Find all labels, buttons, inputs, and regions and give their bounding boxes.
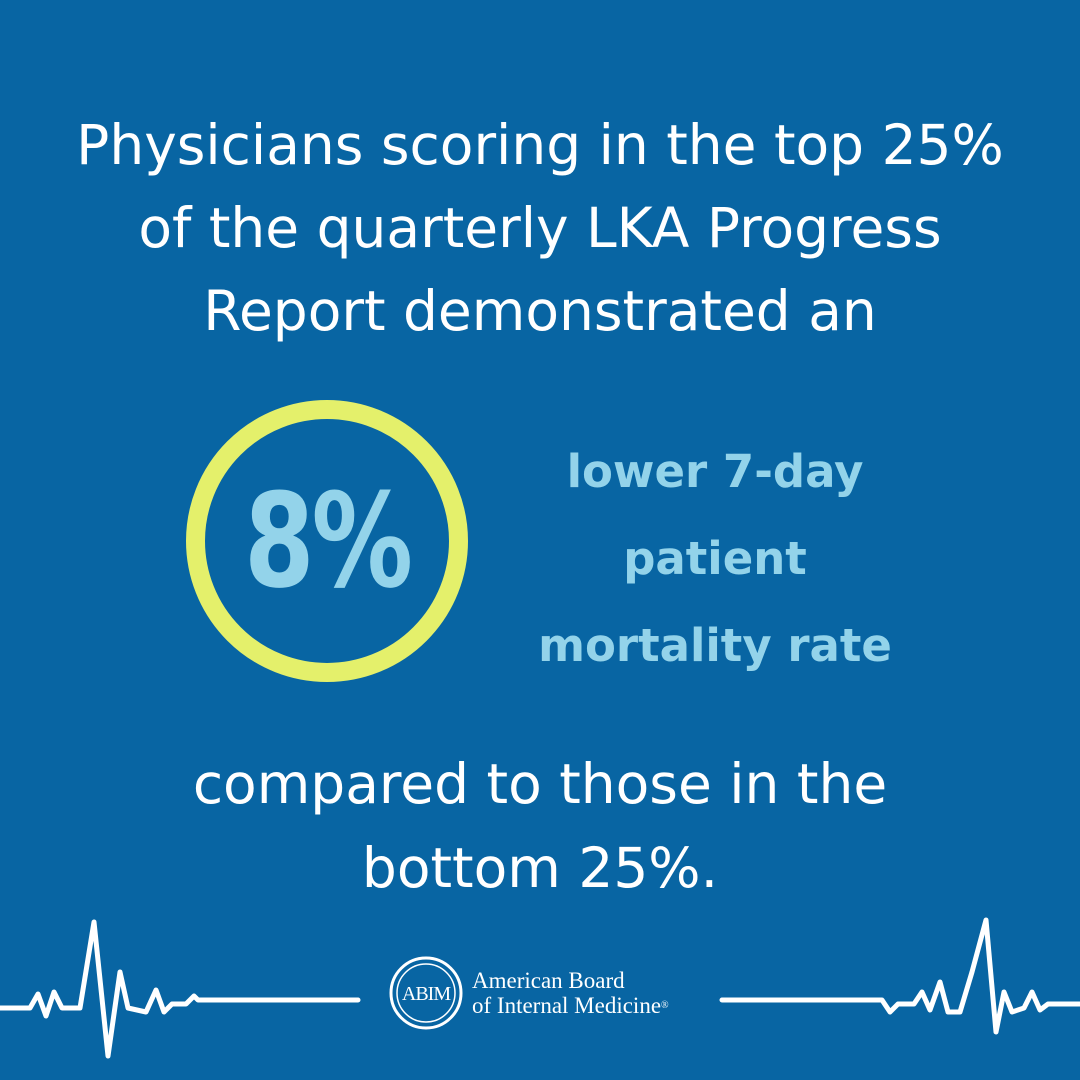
closing-line-1: compared to those in the — [192, 752, 888, 816]
abim-name-line-1: American Board — [472, 968, 625, 993]
heartbeat-lines — [0, 917, 1080, 1059]
headline-line-1: Physicians scoring in the top 25% — [76, 113, 1004, 177]
abim-seal-monogram: ABIM — [402, 983, 451, 1005]
abim-logo: ABIM American Board of Internal Medicine… — [388, 955, 669, 1031]
heartbeat-line-right-icon — [719, 917, 1080, 1035]
registered-mark: ® — [661, 1000, 669, 1011]
stat-description-line-3: mortality rate — [538, 619, 892, 672]
headline: Physicians scoring in the top 25% of the… — [20, 104, 1060, 353]
stat-description-line-1: lower 7-day — [566, 445, 864, 498]
abim-name-line-2: of Internal Medicine® — [472, 993, 669, 1018]
abim-wordmark: American Board of Internal Medicine® — [472, 968, 669, 1018]
abim-name-line-2-text: of Internal Medicine — [472, 993, 662, 1018]
stat-description: lower 7-day patient mortality rate — [500, 428, 930, 689]
closing-text: compared to those in the bottom 25%. — [20, 742, 1060, 910]
stat-description-line-2: patient — [623, 532, 807, 585]
stat-value: 8% — [244, 465, 413, 617]
closing-line-2: bottom 25%. — [361, 836, 719, 900]
headline-line-2: of the quarterly LKA Progress — [138, 196, 942, 260]
heartbeat-line-left-icon — [0, 919, 361, 1059]
abim-seal-icon: ABIM — [389, 956, 463, 1030]
headline-line-3: Report demonstrated an — [203, 279, 877, 343]
